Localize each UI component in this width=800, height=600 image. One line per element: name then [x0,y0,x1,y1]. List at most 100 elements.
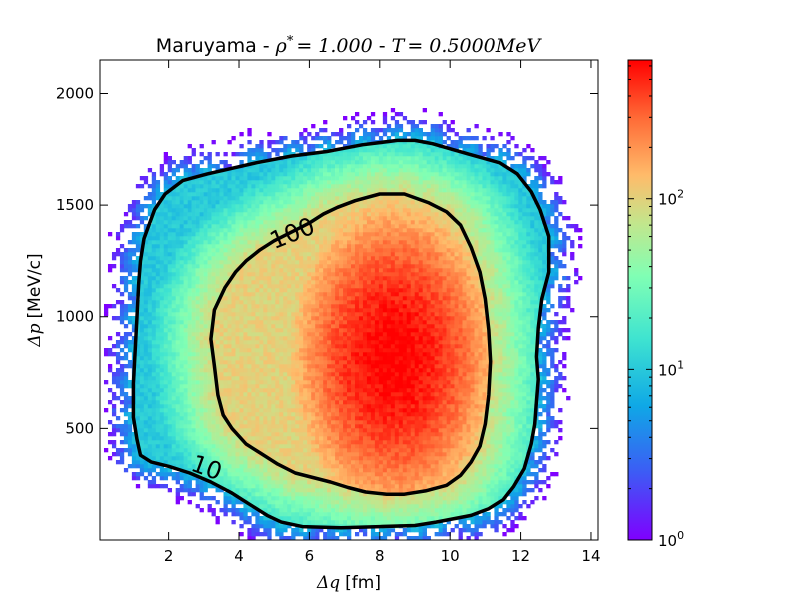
heatmap-cell [219,224,224,229]
heatmap-cell [327,260,332,265]
heatmap-cell [203,208,208,213]
heatmap-cell [267,168,272,173]
heatmap-cell [295,236,300,241]
heatmap-cell [175,460,180,465]
heatmap-cell [239,488,244,493]
heatmap-cell [199,456,204,461]
heatmap-cell [343,528,348,533]
heatmap-cell [311,364,316,369]
heatmap-cell [311,444,316,449]
heatmap-cell [235,464,240,469]
heatmap-cell [119,400,125,405]
heatmap-cell [243,288,248,293]
heatmap-cell [191,452,196,457]
heatmap-cell [311,328,316,333]
heatmap-cell [335,484,340,489]
heatmap-cell [163,248,169,253]
heatmap-cell [327,416,332,421]
heatmap-cell [159,460,165,465]
heatmap-cell [135,356,141,361]
heatmap-cell [203,340,208,345]
heatmap-cell [287,332,292,337]
heatmap-cell [151,392,157,397]
heatmap-cell [287,248,292,253]
heatmap-cell [195,384,200,389]
heatmap-cell [199,228,204,233]
heatmap-cell [287,264,292,269]
heatmap-cell [307,492,312,497]
heatmap-cell [343,500,348,505]
heatmap-cell [291,240,296,245]
heatmap-cell [259,208,264,213]
heatmap-cell [151,252,157,257]
heatmap-cell [343,284,348,289]
heatmap-cell [207,424,212,429]
heatmap-cell [207,392,212,397]
heatmap-cell [287,336,292,341]
heatmap-cell [111,452,117,457]
heatmap-cell [303,128,308,133]
heatmap-cell [219,344,224,349]
heatmap-cell [183,164,188,169]
heatmap-cell [283,500,288,505]
heatmap-cell [147,436,153,441]
heatmap-cell [171,380,176,385]
heatmap-cell [311,372,316,377]
heatmap-cell [231,316,236,321]
heatmap-cell [203,304,208,309]
heatmap-cell [231,284,236,289]
heatmap-cell [335,352,340,357]
heatmap-cell [167,488,173,493]
heatmap-cell [307,356,312,361]
heatmap-cell [259,192,264,197]
heatmap-cell [139,316,145,321]
heatmap-cell [239,456,244,461]
heatmap-cell [175,376,180,381]
heatmap-cell [147,312,153,317]
heatmap-cell [195,368,200,373]
heatmap-cell [275,172,280,177]
heatmap-cell [271,316,276,321]
heatmap-cell [199,372,204,377]
heatmap-cell [159,428,165,433]
heatmap-cell [327,504,332,509]
heatmap-cell [215,164,220,169]
heatmap-cell [331,516,336,521]
heatmap-cell [123,408,129,413]
heatmap-cell [171,192,176,197]
heatmap-cell [111,256,117,261]
heatmap-cell [255,516,260,521]
heatmap-cell [223,152,228,157]
heatmap-cell [271,420,276,425]
heatmap-cell [267,152,272,157]
heatmap-cell [287,196,292,201]
heatmap-cell [215,296,220,301]
heatmap-cell [307,516,312,521]
heatmap-cell [323,468,328,473]
heatmap-cell [263,360,268,365]
heatmap-cell [175,272,180,277]
heatmap-cell [243,236,248,241]
heatmap-cell [287,516,292,521]
heatmap-cell [291,504,296,509]
heatmap-cell [183,168,188,173]
heatmap-cell [331,160,336,165]
heatmap-cell [315,448,320,453]
heatmap-cell [139,400,145,405]
heatmap-cell [187,196,192,201]
heatmap-cell [339,224,344,229]
heatmap-cell [167,460,173,465]
heatmap-cell [319,320,324,325]
heatmap-cell [251,472,256,477]
heatmap-cell [295,300,300,305]
heatmap-cell [179,280,184,285]
heatmap-cell [271,304,276,309]
heatmap-cell [323,316,328,321]
heatmap-cell [323,420,328,425]
heatmap-cell [315,280,320,285]
heatmap-cell [275,340,280,345]
heatmap-cell [123,436,129,441]
heatmap-cell [179,304,184,309]
heatmap-cell [343,336,348,341]
heatmap-cell [171,304,176,309]
